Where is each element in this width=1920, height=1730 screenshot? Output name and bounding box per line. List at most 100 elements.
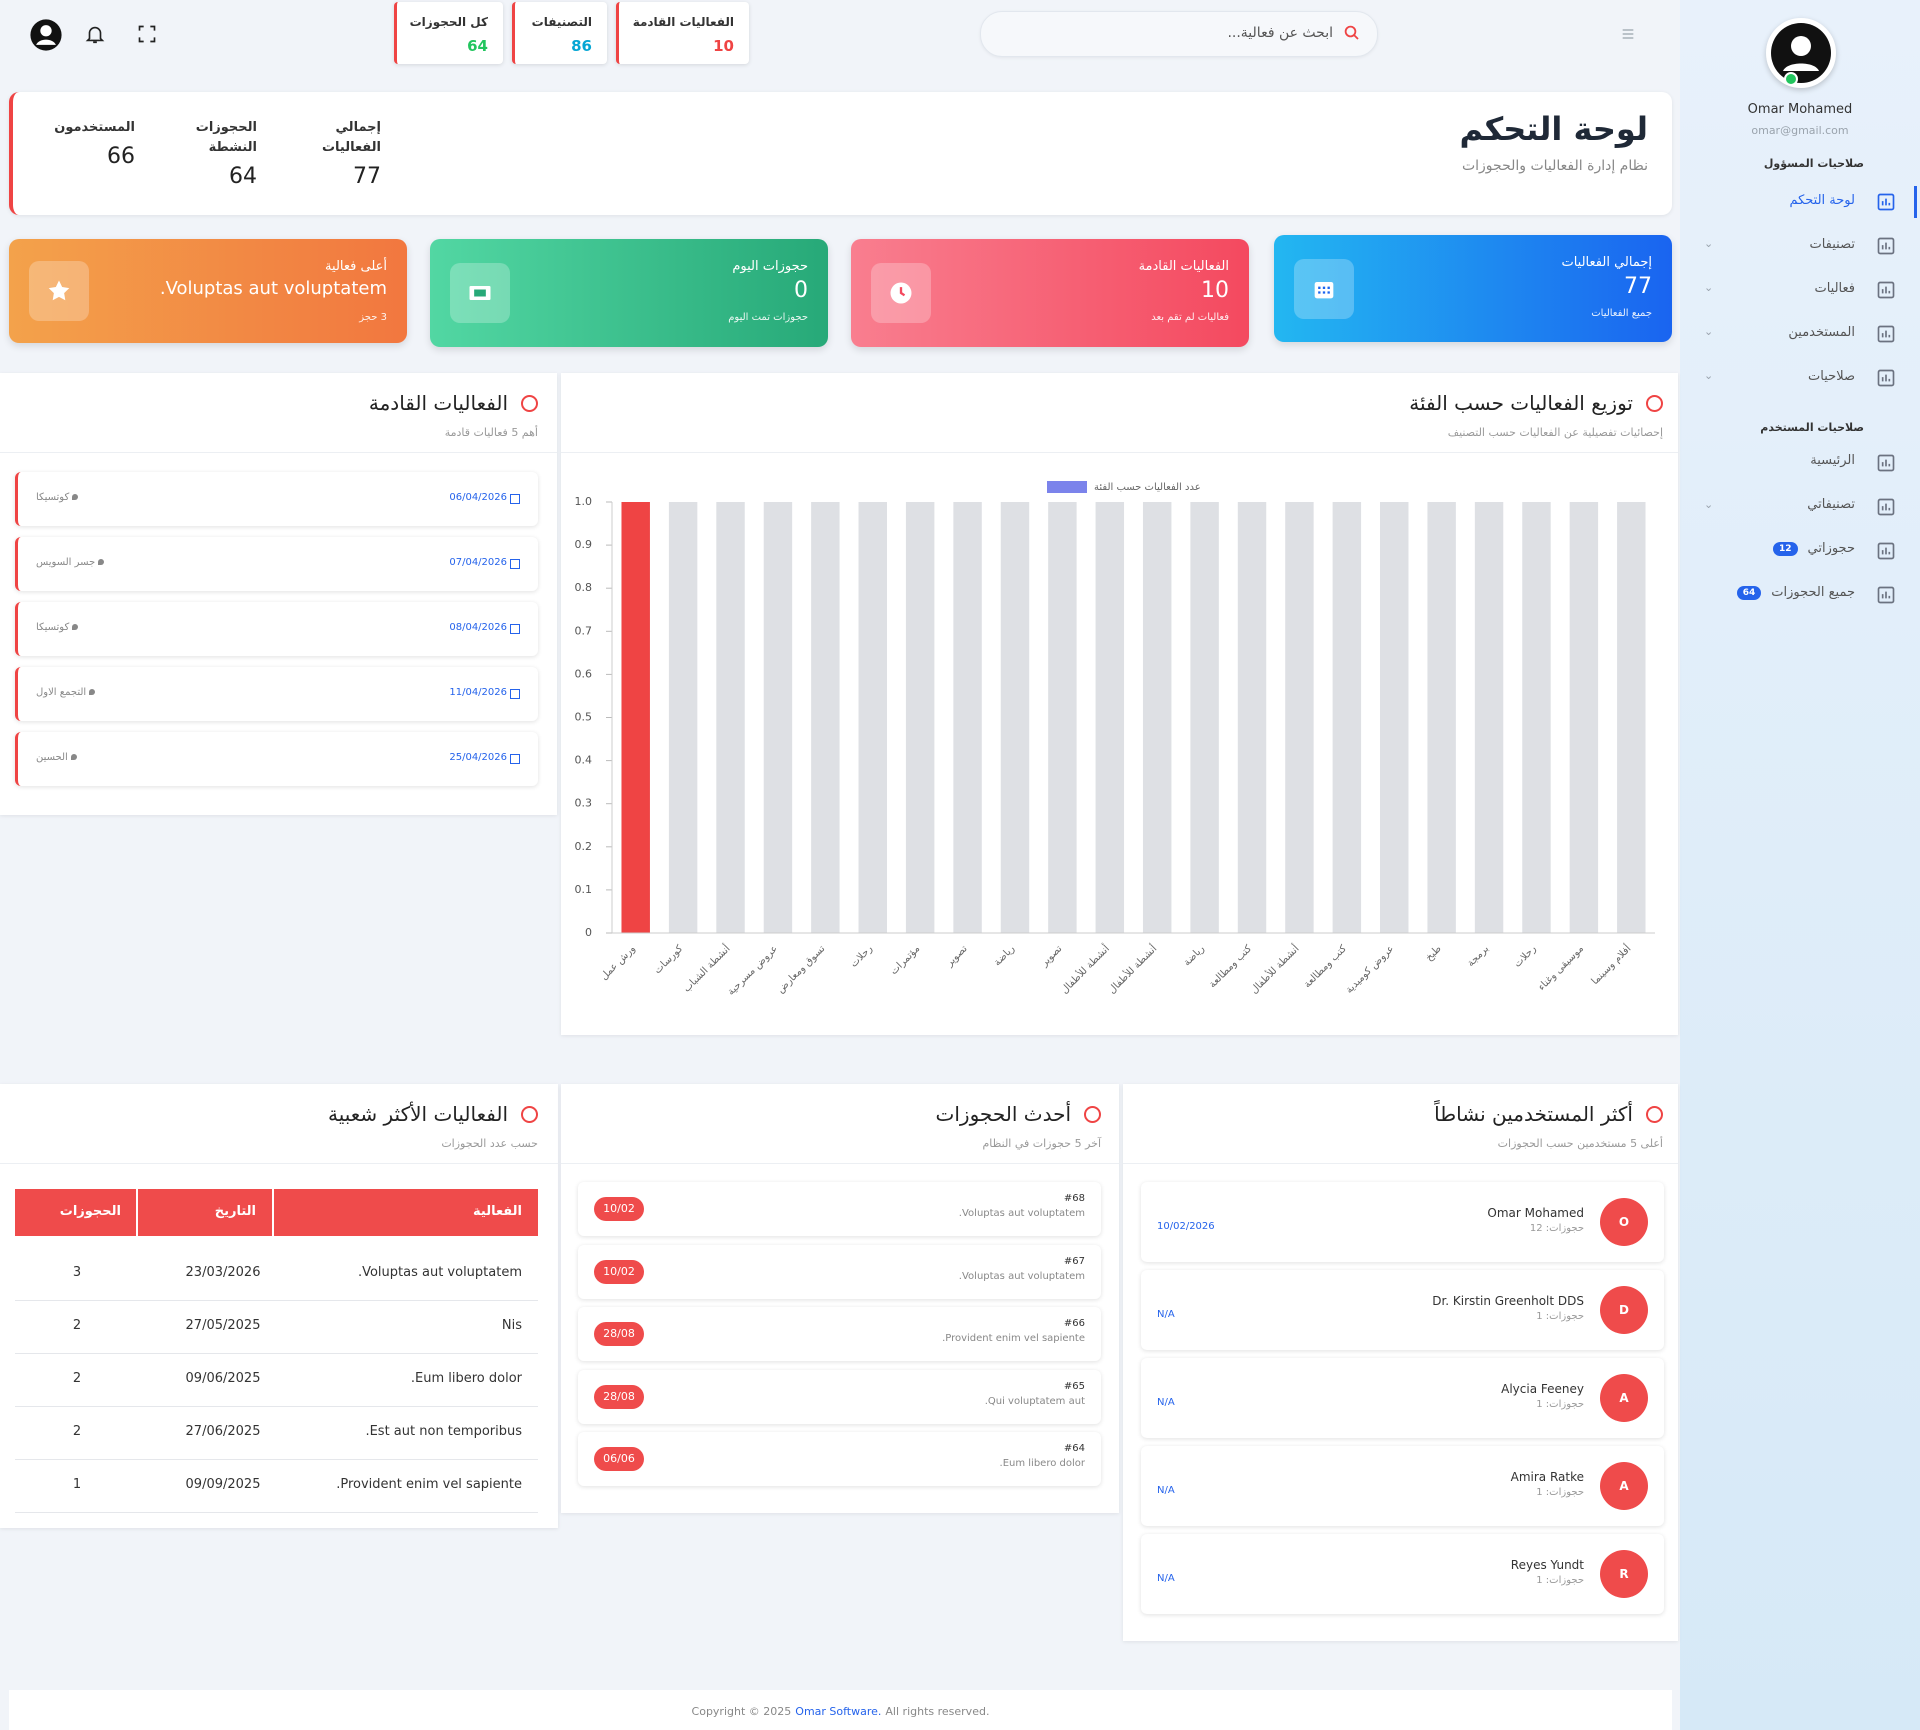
x-tick-label: أنشطة للأطفال [1058,942,1112,996]
icon-part [1344,25,1357,38]
event-date: 25/04/2026 [449,752,520,764]
item-label: الرئيسية [1810,453,1855,468]
stat-value: 64 [229,164,257,189]
stat-value: 77 [353,164,381,189]
icon-part [1877,454,1895,472]
sidebar-item[interactable]: تصنيفات [1809,237,1855,252]
table-header [15,1189,538,1236]
bar-background [1522,502,1551,933]
sidebar-item[interactable]: حجوزاتي 12 [1772,541,1856,556]
icon-part [1877,542,1895,560]
date-text: 07/04/2026 [449,557,507,568]
place-text: كوتسيكا [36,492,70,503]
online-dot [1784,72,1798,86]
booking-id: #64 [1063,1443,1085,1454]
bar-background [1569,502,1599,933]
column-divider [272,1189,274,1236]
sidebar-item[interactable]: فعاليات [1814,281,1855,296]
booking-event: Voluptas aut voluptatem. [958,1271,1085,1282]
y-tick-label: 0.5 [575,711,593,724]
x-tick-label: رحلات [1512,943,1539,970]
sidebar [1680,0,1920,1730]
footer-text: Copyright © 2025 Omar Software. All rights… [9,1705,1672,1718]
booking-event: Eum libero dolor. [999,1458,1085,1469]
event-date: 06/04/2026 [449,492,520,504]
booking-id: #67 [1063,1256,1085,1267]
search-box[interactable] [980,11,1378,57]
card-value: 10 [1201,278,1229,303]
bar [621,502,650,933]
sidebar-item[interactable]: المستخدمين [1788,325,1855,340]
x-tick-label: موسيقى وغناء [1536,943,1586,993]
title-icon [1084,1106,1101,1123]
event-place: كوتسيكا [36,492,79,503]
user-bookings: حجوزات: 1 [1536,1399,1584,1410]
y-tick-label: 0.8 [575,581,593,594]
icon-part [1877,325,1895,343]
sidebar-icon [1876,453,1896,477]
icon-part [1877,237,1895,255]
icon-part [1314,281,1334,298]
event-item [15,667,538,721]
y-tick-label: 1.0 [575,495,593,508]
icon-part [1877,586,1895,604]
icon-part [1881,374,1891,382]
panel-title: الفعاليات الأكثر شعبية [327,1102,508,1126]
booking-item [578,1432,1101,1486]
panel-subtitle: أهم 5 فعاليات قادمة [444,426,538,439]
sidebar-icon [1876,497,1896,521]
copyright: Copyright © 2025 [691,1705,792,1718]
stat-box [512,2,607,64]
bar-background [1048,502,1077,933]
table-row [15,1406,538,1460]
chevron: ⌄ [1704,237,1714,250]
cell-event: Eum libero dolor. [410,1371,522,1386]
panel-title: أكثر المستخدمين نشاطاً [1434,1102,1633,1126]
sidebar-item[interactable]: الرئيسية [1810,453,1855,468]
bar-background [858,502,887,933]
stat-label: المستخدمون [54,120,135,135]
card-icon [871,263,931,323]
sidebar-item[interactable]: تصنيفاتي [1807,497,1855,512]
badge: 64 [1736,585,1762,600]
table-row [15,1353,538,1407]
icon-part [1877,281,1895,299]
user-name: Alycia Feeney [1501,1382,1584,1396]
icon-part [1877,325,1895,343]
cell-date: 23/03/2026 [185,1265,261,1280]
icon-part [85,26,105,44]
y-tick-label: 0.4 [575,754,593,767]
sidebar-item[interactable]: جميع الحجوزات 64 [1736,585,1855,600]
fullscreen [137,24,157,48]
divider [0,1163,558,1164]
rights: All rights reserved. [885,1705,990,1718]
panel-title: الفعاليات القادمة [368,391,508,415]
bar-background [1142,502,1172,933]
title-icon [1646,1106,1663,1123]
user-item [1141,1182,1664,1262]
card-title: أعلى فعالية [325,259,387,274]
stat-label: الفعاليات القادمة [632,15,734,29]
user-date: N/A [1157,1485,1175,1496]
icon-part [1318,286,1330,294]
panel-subtitle: آخر 5 حجوزات في النظام [982,1137,1101,1150]
x-tick-label: تصوير [1038,943,1064,969]
stat-card [1274,235,1672,342]
x-tick-label: تسوق ومعارض [775,943,827,995]
date-text: 25/04/2026 [449,752,507,763]
icon-part [1877,586,1895,604]
item-label: حجوزاتي [1807,541,1856,556]
user-bookings: حجوزات: 1 [1536,1311,1584,1322]
legend-swatch [1047,481,1087,493]
bar-background [1332,502,1362,933]
chevron: ⌄ [1704,498,1714,511]
icon-part [1771,23,1831,83]
user-name: Omar Mohamed [1747,102,1853,117]
sidebar-item[interactable]: صلاحيات [1808,369,1855,384]
cell-date: 09/09/2025 [185,1477,261,1492]
sidebar-item[interactable]: لوحة التحكم [1789,193,1855,208]
x-tick-label: طبخ [1424,943,1444,963]
brand: Omar Software. [795,1705,882,1718]
card-title: حجوزات اليوم [732,259,808,274]
